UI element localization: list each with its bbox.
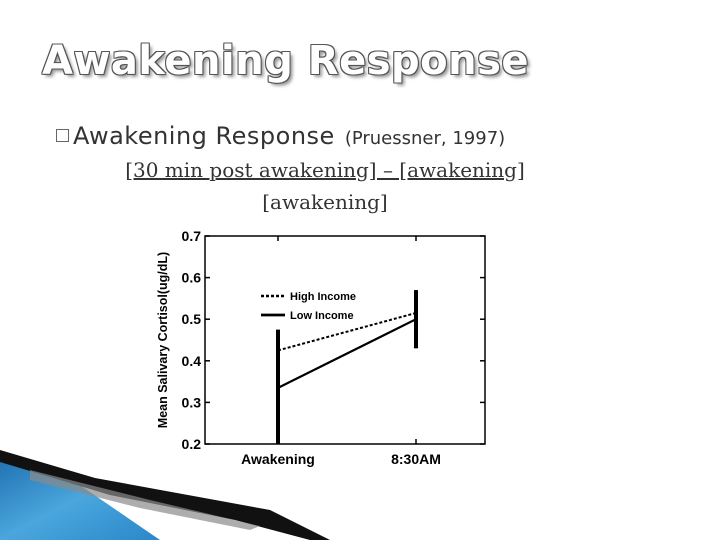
y-tick-label: 0.6 [182,270,202,286]
formula-denominator: [awakening] [262,190,388,214]
y-tick-label: 0.3 [182,394,202,410]
legend-label: Low Income [290,310,354,322]
square-bullet-icon [56,129,69,142]
legend: High Income Low Income [261,291,356,322]
y-tick-label: 0.7 [182,228,202,244]
y-tick-labels: 0.2 0.3 0.4 0.5 0.6 0.7 [182,228,202,452]
y-axis-label: Mean Salivary Cortisol(ug/dL) [156,252,170,428]
formula-numerator-line: [30 min post awakening] – [awakening] [0,158,650,182]
decor-black-swoosh [0,450,330,540]
data-point [415,318,417,320]
data-point [277,387,279,389]
series-group [276,290,418,444]
series-line-2 [277,318,417,389]
bullet-item: Awakening Response (Pruessner, 1997) [56,122,505,150]
formula-numerator: [30 min post awakening] – [awakening] [125,158,525,182]
decor-gray-swoosh [30,470,260,530]
bullet-citation: (Pruessner, 1997) [344,128,506,149]
slide-title: Awakening Response [42,38,530,84]
series-line-1 [277,311,417,352]
y-tick-label: 0.5 [182,311,202,327]
cortisol-chart: 0.2 0.3 0.4 0.5 0.6 0.7 Awakening 8:30AM High … [156,228,486,467]
y-tick-label: 0.2 [182,436,202,452]
x-tick-label: 8:30AM [391,451,441,467]
bullet-main-text: Awakening Response [73,122,335,150]
corner-decoration [0,450,330,540]
x-tick-labels: Awakening 8:30AM [241,451,441,467]
x-tick-label: Awakening [241,451,315,467]
tick-group [205,235,485,445]
legend-label: High Income [290,291,356,303]
y-tick-label: 0.4 [182,353,202,369]
plot-frame [204,235,486,445]
